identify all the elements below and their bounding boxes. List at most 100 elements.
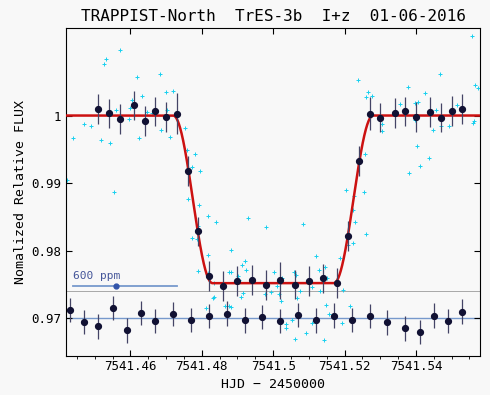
Point bbox=[322, 302, 330, 308]
Point bbox=[238, 293, 245, 300]
Text: 600 ppm: 600 ppm bbox=[74, 271, 121, 281]
Point bbox=[350, 193, 358, 199]
Point bbox=[406, 170, 414, 176]
Point bbox=[204, 213, 212, 219]
Point bbox=[445, 123, 453, 130]
Point bbox=[210, 294, 218, 300]
Point bbox=[344, 241, 352, 248]
Point bbox=[416, 163, 424, 169]
Point bbox=[117, 47, 124, 53]
Point bbox=[342, 186, 349, 193]
Point bbox=[436, 70, 443, 77]
Point bbox=[470, 118, 478, 124]
Point bbox=[270, 269, 278, 275]
Point bbox=[349, 207, 357, 213]
Point bbox=[291, 336, 299, 342]
Point bbox=[453, 102, 461, 108]
Point bbox=[196, 202, 203, 209]
Point bbox=[396, 101, 404, 107]
Point bbox=[69, 135, 77, 141]
Point bbox=[354, 77, 362, 83]
Point bbox=[411, 117, 418, 123]
Point bbox=[351, 219, 359, 226]
Point bbox=[321, 263, 329, 270]
Point bbox=[87, 123, 95, 130]
Point bbox=[194, 235, 201, 242]
Point bbox=[413, 143, 420, 150]
Point bbox=[169, 88, 177, 94]
Point bbox=[305, 277, 313, 283]
Point bbox=[202, 305, 210, 312]
Point bbox=[204, 252, 212, 258]
Point bbox=[437, 122, 445, 129]
Point bbox=[277, 297, 285, 304]
Point bbox=[282, 325, 290, 331]
Point bbox=[338, 320, 346, 326]
Point bbox=[336, 255, 344, 261]
Point bbox=[135, 135, 143, 141]
Point bbox=[189, 164, 196, 171]
Point bbox=[368, 92, 376, 99]
Point bbox=[308, 320, 316, 326]
Point bbox=[364, 89, 372, 95]
Point bbox=[312, 253, 320, 260]
Point bbox=[425, 155, 433, 161]
Point bbox=[227, 304, 235, 310]
Point bbox=[196, 167, 204, 174]
Point bbox=[194, 268, 201, 275]
Point bbox=[100, 61, 108, 67]
Point bbox=[192, 151, 199, 157]
Point bbox=[378, 128, 386, 135]
Point bbox=[296, 288, 304, 294]
Point bbox=[110, 188, 118, 195]
Point bbox=[291, 269, 298, 275]
Point bbox=[261, 291, 269, 297]
Point bbox=[474, 85, 482, 91]
Point bbox=[227, 247, 235, 253]
Point bbox=[227, 269, 235, 275]
Point bbox=[299, 221, 307, 227]
Point bbox=[163, 107, 171, 113]
Point bbox=[362, 94, 370, 101]
Point bbox=[106, 139, 114, 146]
Point bbox=[378, 121, 386, 127]
Point bbox=[278, 275, 286, 281]
Point bbox=[323, 275, 331, 281]
Point bbox=[360, 189, 368, 196]
Point bbox=[148, 109, 156, 116]
Point bbox=[316, 288, 324, 294]
Point bbox=[346, 303, 354, 310]
Point bbox=[293, 294, 300, 301]
Point bbox=[157, 127, 165, 133]
Point bbox=[292, 280, 299, 286]
Point bbox=[63, 177, 71, 184]
Point bbox=[224, 303, 232, 309]
Point bbox=[308, 284, 316, 290]
Point bbox=[277, 279, 285, 286]
Point bbox=[235, 277, 243, 283]
Point bbox=[239, 290, 246, 296]
Point bbox=[411, 100, 419, 106]
Point bbox=[288, 316, 296, 323]
Point bbox=[273, 283, 281, 290]
Point bbox=[138, 93, 146, 100]
Point bbox=[414, 99, 422, 105]
Point bbox=[125, 105, 133, 111]
Point bbox=[242, 267, 249, 273]
Point bbox=[143, 109, 150, 115]
Point bbox=[133, 73, 141, 80]
Point bbox=[156, 71, 164, 77]
Point bbox=[210, 280, 218, 287]
Point bbox=[348, 240, 356, 246]
Point bbox=[469, 120, 477, 126]
Point bbox=[234, 273, 242, 280]
Point bbox=[292, 272, 299, 278]
Point bbox=[282, 320, 290, 327]
Point bbox=[181, 124, 189, 131]
Point bbox=[340, 287, 347, 293]
Point bbox=[80, 121, 88, 128]
Point bbox=[188, 235, 196, 242]
Point bbox=[125, 116, 133, 122]
Point bbox=[302, 330, 310, 337]
Point bbox=[241, 258, 248, 264]
